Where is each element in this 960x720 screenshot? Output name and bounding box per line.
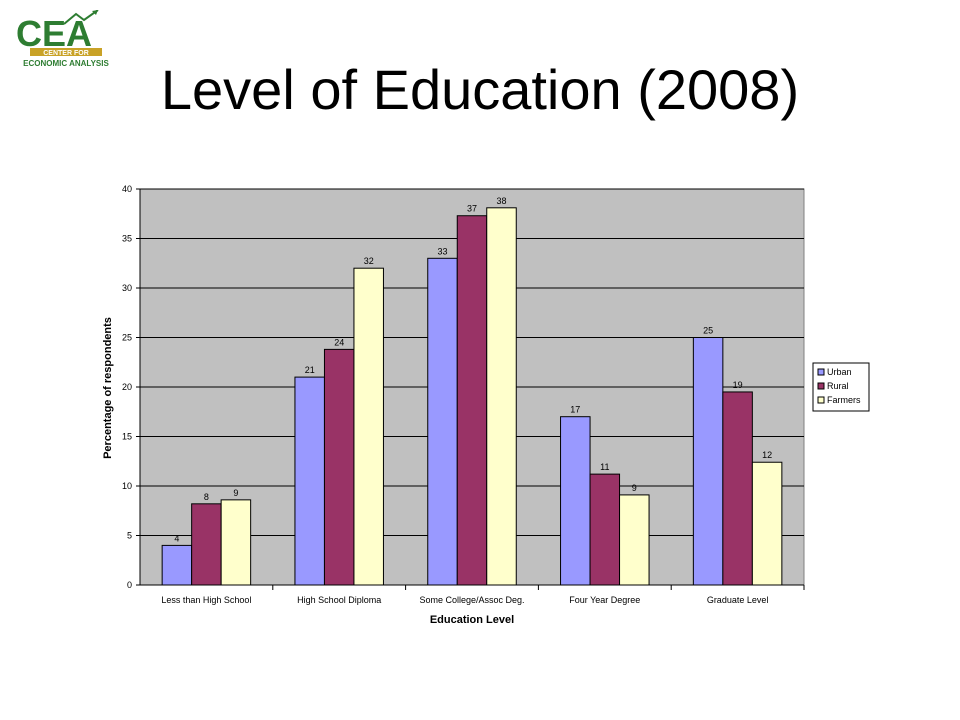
bar-rural-3 <box>589 473 621 586</box>
data-label: 12 <box>762 450 772 460</box>
data-label: 4 <box>174 533 179 543</box>
y-tick-label: 0 <box>127 580 132 590</box>
legend-label-urban: Urban <box>827 367 852 377</box>
y-tick-label: 5 <box>127 531 132 541</box>
y-tick-label: 40 <box>122 184 132 194</box>
bar-rural-0 <box>191 503 222 586</box>
bar-urban-4 <box>692 337 724 586</box>
y-axis-title: Percentage of respondents <box>102 317 114 459</box>
legend-label-rural: Rural <box>827 381 849 391</box>
data-label: 37 <box>467 204 477 214</box>
trend-arrow-icon <box>63 10 99 25</box>
bar-rural-1 <box>323 348 355 586</box>
y-tick-label: 10 <box>122 481 132 491</box>
data-label: 8 <box>204 492 209 502</box>
y-tick-label: 15 <box>122 432 132 442</box>
legend-swatch-urban <box>817 368 825 376</box>
bar-farmers-1 <box>353 267 384 586</box>
x-category-label: High School Diploma <box>297 595 381 605</box>
bar-urban-2 <box>427 257 458 586</box>
x-category-label: Less than High School <box>161 595 251 605</box>
logo-line2: ECONOMIC ANALYSIS <box>23 59 109 68</box>
data-label: 9 <box>632 483 637 493</box>
x-axis-title: Education Level <box>430 614 514 626</box>
data-label: 17 <box>570 405 580 415</box>
bar-urban-1 <box>294 376 325 586</box>
logo-line1: CENTER FOR <box>43 50 89 57</box>
data-label: 25 <box>703 326 713 336</box>
legend-label-farmers: Farmers <box>827 395 861 405</box>
y-tick-label: 20 <box>122 382 132 392</box>
logo-acronym: CEA <box>16 13 92 54</box>
bar-farmers-3 <box>619 494 650 586</box>
slide-title: Level of Education (2008) <box>160 58 800 121</box>
x-category-label: Some College/Assoc Deg. <box>419 595 524 605</box>
y-tick-label: 35 <box>122 234 132 244</box>
cea-logo: CEA CENTER FOR ECONOMIC ANALYSIS <box>16 10 109 68</box>
legend-swatch-rural <box>817 382 825 390</box>
data-label: 24 <box>334 337 344 347</box>
y-tick-label: 30 <box>122 283 132 293</box>
data-label: 32 <box>364 256 374 266</box>
legend-swatch-farmers <box>817 396 825 404</box>
data-label: 38 <box>496 196 506 206</box>
data-label: 33 <box>437 246 447 256</box>
logo-band <box>30 48 102 56</box>
x-category-label: Graduate Level <box>707 595 769 605</box>
data-label: 21 <box>305 365 315 375</box>
bar-farmers-4 <box>751 461 783 586</box>
x-category-label: Four Year Degree <box>569 595 640 605</box>
y-tick-label: 25 <box>122 333 132 343</box>
bar-rural-2 <box>456 215 488 586</box>
bar-farmers-2 <box>486 207 517 586</box>
bar-farmers-0 <box>220 499 252 586</box>
arrow-head-icon <box>92 10 98 15</box>
data-label: 9 <box>233 488 238 498</box>
bar-urban-3 <box>560 416 591 586</box>
data-label: 11 <box>600 462 609 472</box>
bar-urban-0 <box>161 544 193 586</box>
data-label: 19 <box>733 380 743 390</box>
bar-rural-4 <box>722 391 753 586</box>
